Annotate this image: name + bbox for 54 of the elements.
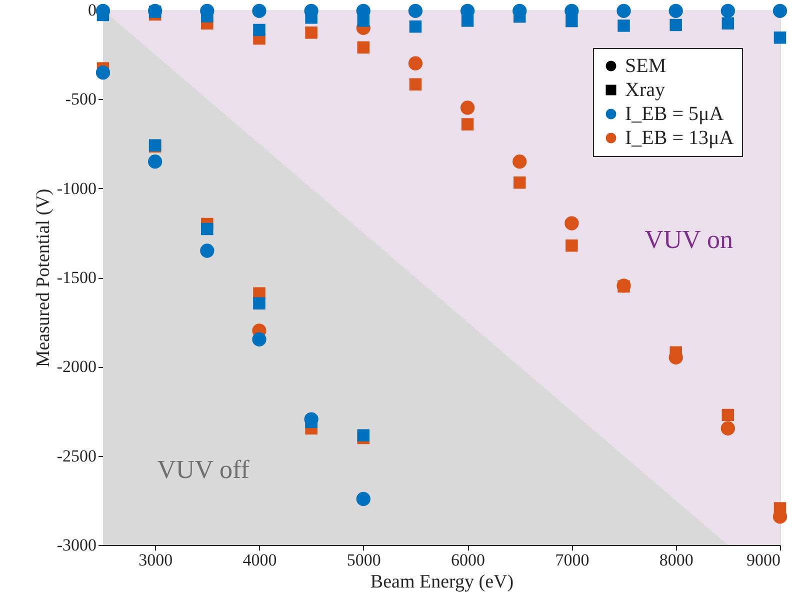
point (720, 421, 735, 436)
x-tick-label: 8000 (659, 550, 694, 570)
point (305, 26, 318, 39)
point (616, 4, 631, 18)
point (722, 408, 734, 422)
point (408, 4, 423, 18)
x-tick-label: 7000 (555, 550, 590, 570)
point (357, 429, 370, 442)
x-tick-label: 9000 (746, 550, 780, 570)
point (409, 78, 422, 90)
point (357, 41, 370, 54)
y-tick-label: -500 (65, 90, 96, 109)
y-tick-label: -2500 (56, 446, 96, 466)
point (460, 100, 475, 115)
y-tick-label: -1500 (56, 268, 96, 287)
point (670, 18, 682, 32)
point (252, 332, 266, 346)
point (253, 24, 266, 36)
point (96, 66, 110, 80)
x-axis-title: Beam Energy (eV) (370, 572, 514, 592)
point (564, 216, 579, 230)
point (409, 20, 422, 33)
x-tick-label: 3000 (138, 550, 173, 570)
x-tick-label: 4000 (242, 550, 277, 570)
legend-label: Xray (625, 79, 665, 101)
point (252, 4, 266, 18)
point (668, 4, 683, 18)
y-tick-label: -1000 (56, 178, 96, 198)
point (772, 4, 788, 18)
point (618, 20, 630, 32)
point (356, 492, 370, 506)
point (513, 176, 526, 189)
point (200, 244, 214, 258)
point (722, 17, 734, 30)
x-tick-label: 5000 (346, 550, 381, 570)
point (566, 239, 578, 252)
legend-label: I_EB = 5μA (625, 103, 724, 125)
y-tick-label: 0 (88, 0, 96, 20)
y-axis-title: Measured Potential (V) (32, 188, 54, 368)
legend-label: I_EB = 13μA (625, 127, 734, 149)
point (253, 297, 266, 310)
annotation: VUV off (157, 455, 250, 484)
point (201, 222, 214, 236)
point (774, 32, 786, 44)
point (408, 56, 423, 70)
y-tick-label: -2000 (56, 357, 96, 376)
legend-label: SEM (625, 55, 666, 77)
annotation: VUV on (644, 225, 733, 254)
point (512, 154, 527, 169)
point (148, 154, 162, 169)
y-tick-label: -3000 (56, 536, 96, 554)
x-tick-label: 6000 (451, 550, 486, 570)
point (720, 4, 735, 18)
point (461, 118, 474, 130)
